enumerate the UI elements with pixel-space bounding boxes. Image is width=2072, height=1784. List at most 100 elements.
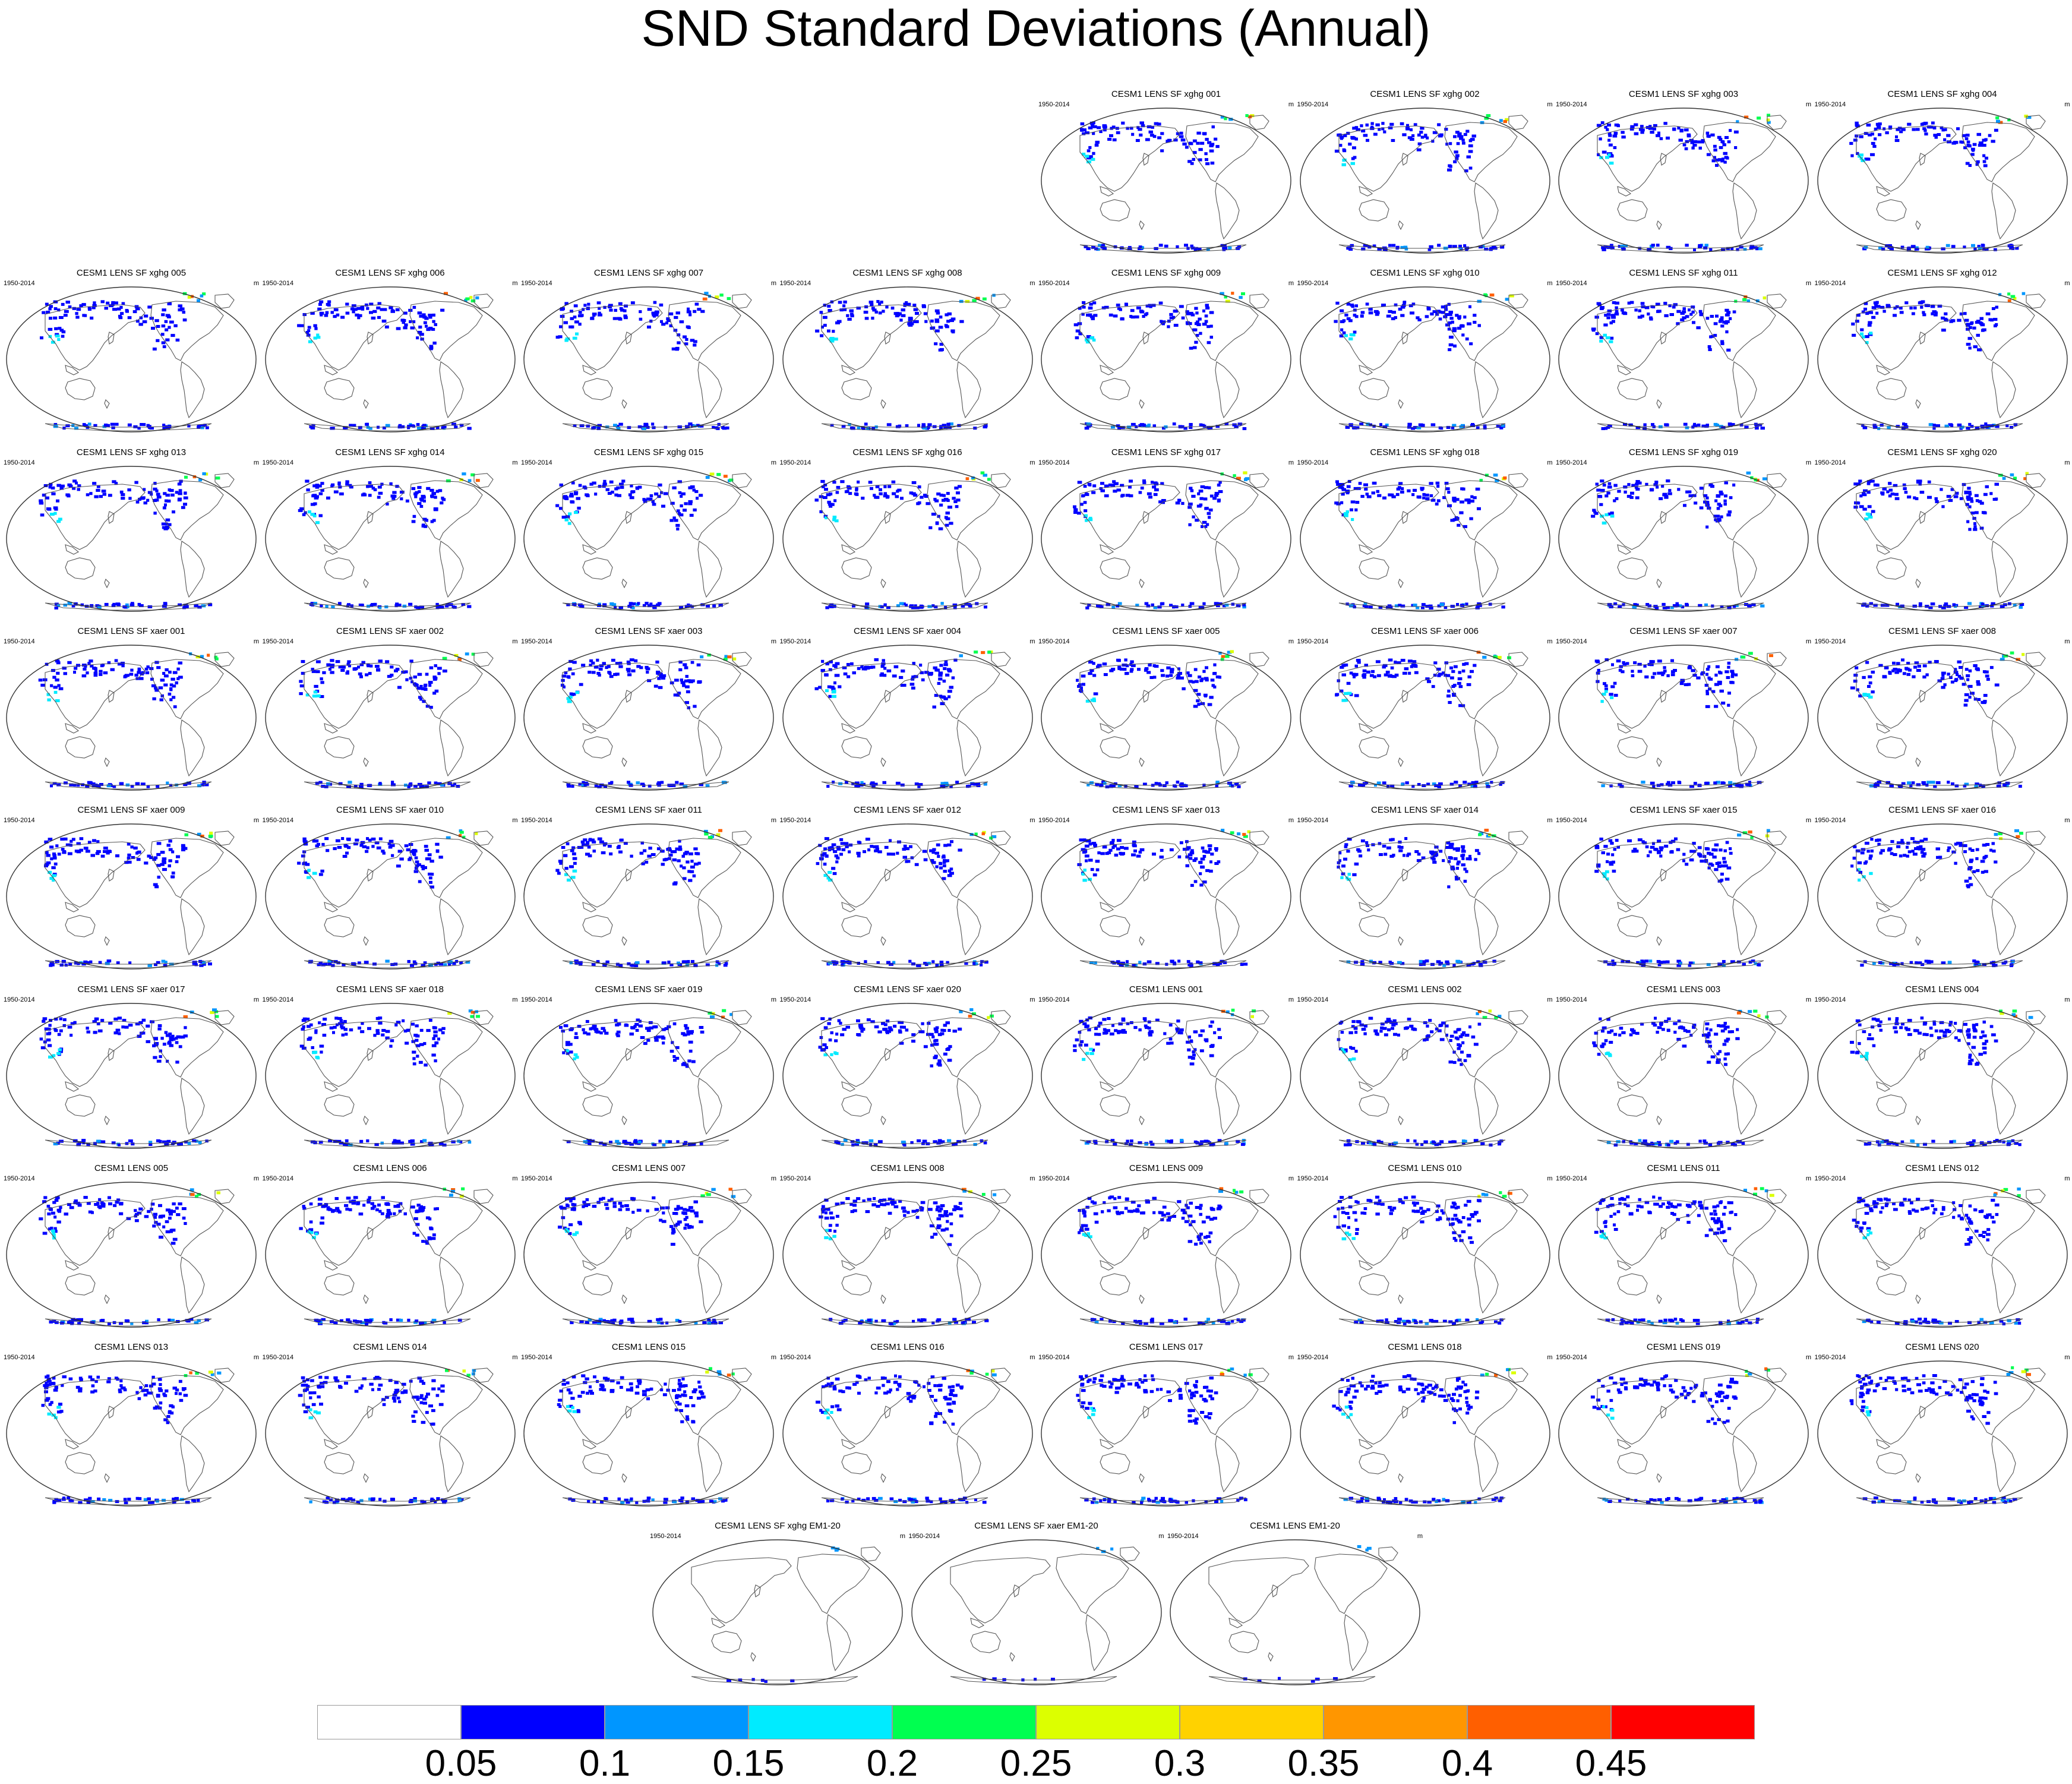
snow-depth-cell: [1395, 245, 1400, 249]
snow-depth-cell: [943, 426, 947, 430]
snow-depth-cell: [433, 495, 437, 499]
snow-depth-cell: [922, 427, 927, 430]
snow-depth-cell: [677, 341, 681, 345]
snow-depth-cell: [857, 427, 860, 430]
snow-depth-cell: [1391, 311, 1396, 314]
snow-depth-cell: [1955, 672, 1959, 676]
snow-depth-cell: [878, 492, 883, 495]
snow-depth-cell: [1609, 162, 1614, 165]
snow-depth-cell: [1688, 665, 1692, 668]
snow-depth-cell: [1179, 131, 1183, 135]
snow-depth-cell: [2002, 476, 2005, 480]
coastline: [1079, 662, 1180, 729]
snow-depth-cell: [1682, 143, 1686, 147]
snow-depth-cell: [667, 319, 671, 323]
snow-depth-cell: [1940, 686, 1945, 689]
snow-depth-cell: [1075, 336, 1079, 340]
snow-depth-cell: [940, 601, 944, 605]
snow-depth-cell: [1350, 333, 1356, 337]
snow-depth-cell: [1348, 337, 1353, 341]
snow-depth-cell: [1963, 146, 1967, 150]
snow-depth-cell: [709, 472, 715, 476]
snow-depth-cell: [1371, 491, 1375, 494]
snow-depth-cell: [1647, 248, 1650, 251]
snow-depth-cell: [659, 675, 663, 678]
panel-title: CESM1 LENS SF xghg 012: [1887, 268, 1997, 279]
snow-depth-cell: [1088, 126, 1093, 130]
snow-depth-cell: [408, 602, 412, 606]
snow-depth-cell: [1206, 248, 1210, 251]
map-panel: CESM1 LENS SF xghg 003 1950-2014 m: [1556, 89, 1811, 258]
snow-depth-cell: [833, 681, 836, 684]
snow-depth-cell: [1169, 316, 1174, 320]
snow-depth-cell: [1441, 305, 1445, 309]
panel-units-label: m: [2064, 459, 2070, 466]
snow-depth-cell: [99, 494, 103, 498]
snow-depth-cell: [634, 964, 639, 968]
snow-depth-cell: [1884, 666, 1888, 670]
snow-depth-cell: [917, 785, 921, 788]
panel-period-label: 1950-2014: [1297, 101, 1329, 108]
snow-depth-cell: [178, 603, 182, 607]
snow-depth-cell: [95, 784, 100, 787]
snow-depth-cell: [1874, 127, 1877, 131]
snow-depth-cell: [906, 302, 911, 306]
snow-depth-cell: [102, 663, 105, 667]
snow-depth-cell: [1172, 316, 1176, 320]
snow-depth-cell: [1100, 245, 1105, 249]
snow-depth-cell: [634, 659, 638, 662]
snow-depth-cell: [944, 516, 948, 519]
coastline: [366, 869, 374, 882]
snow-depth-cell: [1104, 494, 1109, 497]
snow-depth-cell: [64, 964, 68, 967]
snow-depth-cell: [1430, 423, 1435, 427]
snow-depth-cell: [1919, 301, 1923, 304]
snow-depth-cell: [874, 845, 879, 848]
snow-depth-cell: [689, 513, 694, 517]
snow-depth-cell: [1981, 700, 1986, 704]
snow-depth-cell: [974, 832, 978, 836]
snow-depth-cell: [715, 295, 719, 299]
coastline: [362, 936, 369, 946]
snow-depth-cell: [1120, 317, 1125, 321]
snow-depth-cell: [661, 863, 665, 866]
snow-depth-cell: [56, 484, 61, 487]
snow-depth-cell: [389, 482, 393, 485]
snow-depth-cell: [1181, 603, 1185, 607]
snow-depth-cell: [65, 424, 70, 428]
snow-depth-cell: [834, 674, 838, 677]
snow-depth-cell: [1967, 601, 1972, 605]
snow-depth-cell: [570, 317, 574, 321]
snow-depth-cell: [48, 335, 52, 339]
snow-depth-cell: [411, 487, 415, 490]
snow-depth-cell: [1428, 604, 1433, 608]
snow-depth-cell: [51, 492, 56, 495]
snow-depth-cell: [1438, 317, 1442, 321]
snow-depth-cell: [1404, 667, 1408, 671]
snow-depth-cell: [1377, 128, 1381, 131]
snow-depth-cell: [1682, 310, 1686, 314]
snow-depth-cell: [607, 665, 611, 668]
snow-depth-cell: [559, 506, 563, 510]
snow-depth-cell: [1963, 703, 1967, 707]
coastline: [1249, 293, 1269, 309]
snow-depth-cell: [1476, 507, 1481, 510]
snow-depth-cell: [939, 862, 942, 866]
snow-depth-cell: [58, 316, 64, 320]
snow-depth-cell: [1176, 132, 1180, 135]
snow-depth-cell: [1631, 674, 1635, 677]
snow-depth-cell: [204, 783, 209, 787]
coastline: [926, 659, 1000, 719]
snow-depth-cell: [1925, 673, 1929, 677]
snow-depth-cell: [52, 675, 56, 679]
snow-depth-cell: [1154, 122, 1159, 125]
snow-depth-cell: [147, 491, 153, 494]
snow-depth-cell: [378, 491, 383, 495]
snow-depth-cell: [2023, 476, 2026, 480]
panel-title: CESM1 LENS SF xaer 003: [595, 626, 703, 636]
snow-depth-cell: [68, 305, 72, 309]
snow-depth-cell: [705, 784, 710, 787]
snow-depth-cell: [1604, 427, 1608, 430]
snow-depth-cell: [879, 301, 883, 304]
coastline: [625, 331, 632, 345]
